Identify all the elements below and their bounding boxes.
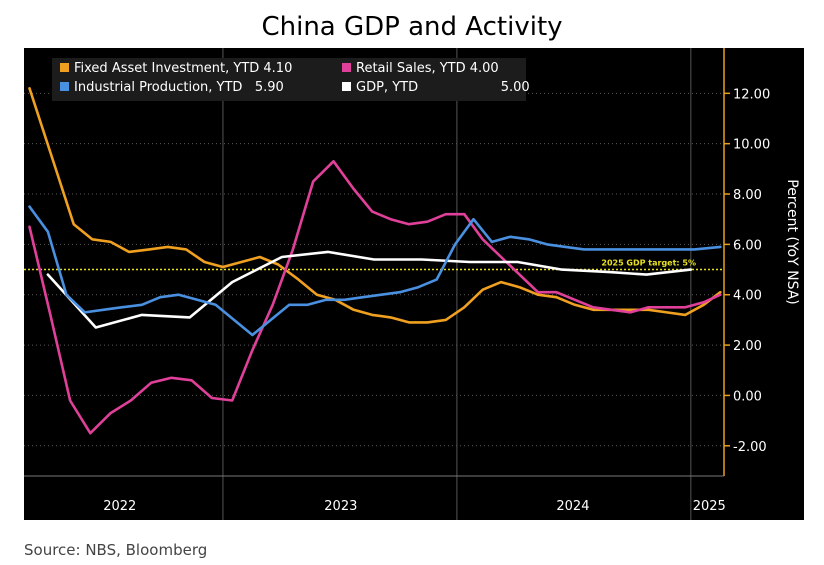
x-year-label: 2025 [693, 499, 726, 514]
legend: Fixed Asset Investment, YTD 4.10 Retail S… [52, 58, 530, 101]
legend-label-gdp: GDP, YTD 5.00 [356, 80, 530, 95]
chart-title: China GDP and Activity [261, 12, 563, 42]
gdp-target-label: 2025 GDP target: 5% [601, 259, 696, 268]
legend-label-retail: Retail Sales, YTD 4.00 [356, 61, 499, 76]
legend-swatch-gdp [342, 82, 351, 91]
year-dividers [222, 48, 692, 520]
series-line-ip [28, 205, 722, 337]
x-axis-years: 2022 2023 2024 2025 [103, 499, 726, 514]
legend-swatch-ip [60, 82, 69, 91]
y-tick-label: 8.00 [733, 188, 762, 203]
legend-swatch-retail [342, 63, 351, 72]
y-tick-label: 4.00 [733, 289, 762, 304]
source-note: Source: NBS, Bloomberg [24, 541, 208, 559]
plot-background [24, 48, 804, 520]
series-line-gdp [46, 250, 693, 329]
y-tick-label: 0.00 [733, 389, 762, 404]
series-lines [28, 86, 722, 435]
legend-label-fai: Fixed Asset Investment, YTD 4.10 [74, 61, 292, 76]
x-year-label: 2024 [556, 499, 589, 514]
legend-swatch-fai [60, 63, 69, 72]
x-year-label: 2023 [324, 499, 357, 514]
y-tick-label: 12.00 [733, 87, 770, 102]
y-axis: -2.00 0.00 2.00 4.00 6.00 8.00 10.00 12.00 [723, 48, 770, 476]
y-tick-label: 10.00 [733, 138, 770, 153]
legend-label-ip: Industrial Production, YTD 5.90 [74, 80, 284, 95]
y-tick-label: 2.00 [733, 339, 762, 354]
legend-box [52, 58, 526, 101]
x-year-label: 2022 [103, 499, 136, 514]
target-line: 2025 GDP target: 5% [24, 259, 724, 271]
y-tick-label: -2.00 [733, 440, 767, 455]
chart-area: 2025 GDP target: 5% -2.00 0.00 2.00 4.00 6.0… [24, 48, 804, 520]
y-tick-label: 6.00 [733, 238, 762, 253]
series-line-retail [28, 160, 722, 435]
y-axis-label: Percent (YoY NSA) [784, 179, 800, 305]
